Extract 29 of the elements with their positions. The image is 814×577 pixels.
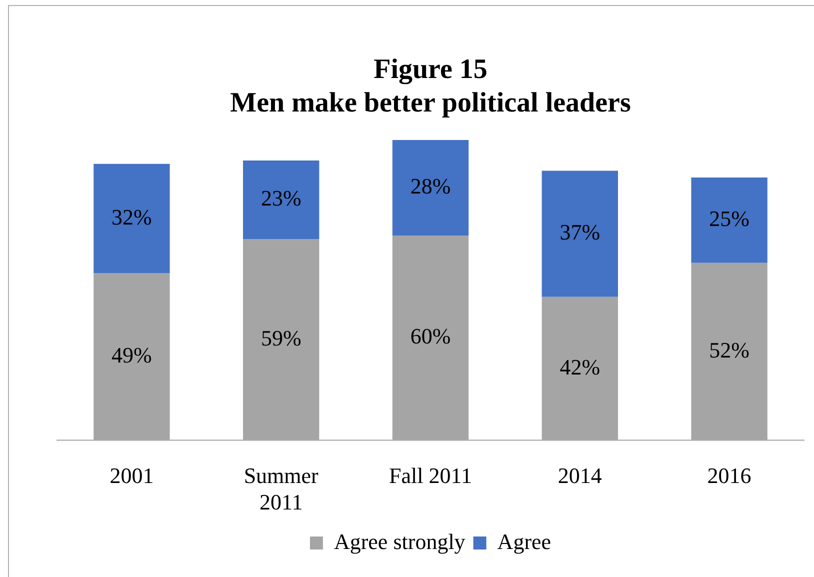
x-tick-label: 2014 xyxy=(558,463,602,488)
data-label: 23% xyxy=(260,186,302,210)
bar xyxy=(542,296,618,440)
data-label: 32% xyxy=(112,204,152,230)
bar xyxy=(691,262,768,440)
data-label: 42% xyxy=(560,354,600,380)
bar xyxy=(542,170,618,297)
legend-label: Agree xyxy=(497,528,552,554)
x-tick-label: 2001 xyxy=(110,463,154,488)
data-label: 59% xyxy=(260,325,302,350)
data-label: 60% xyxy=(410,324,451,349)
data-label: 28% xyxy=(410,174,451,199)
data-label: 49% xyxy=(112,342,152,368)
chart-title: Figure 15 xyxy=(374,54,488,86)
bar xyxy=(94,273,170,440)
x-tick-label: Fall 2011 xyxy=(389,463,472,488)
chart-subtitle: Men make better political leaders xyxy=(230,88,631,119)
bar xyxy=(243,238,320,440)
x-tick-label: Summer 2011 xyxy=(244,463,320,515)
bar xyxy=(392,140,469,236)
bar xyxy=(392,236,469,440)
x-tick-label: 2016 xyxy=(707,463,752,488)
bar xyxy=(94,164,170,274)
bar xyxy=(691,178,768,263)
bar xyxy=(243,160,320,239)
legend-label: Agree strongly xyxy=(334,528,466,554)
data-label: 52% xyxy=(709,337,750,362)
data-label: 25% xyxy=(709,206,750,231)
data-label: 37% xyxy=(560,220,600,245)
